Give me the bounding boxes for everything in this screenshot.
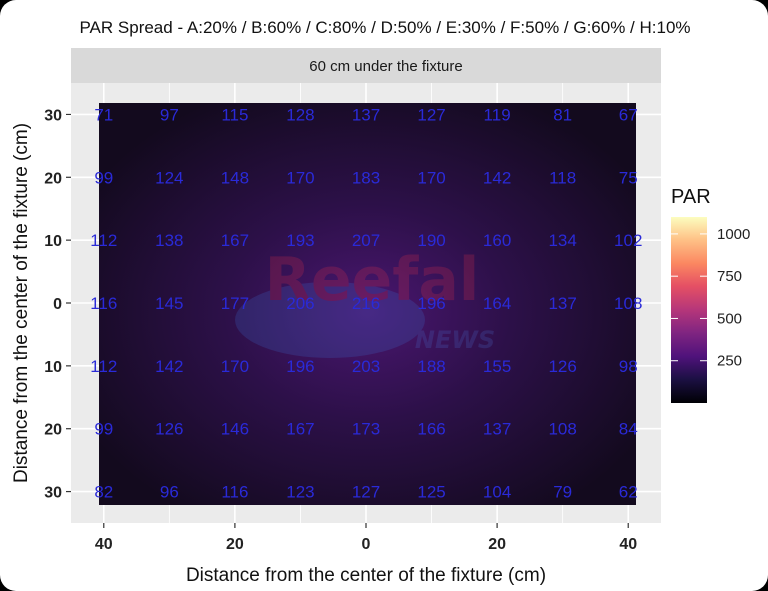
cell-value: 145 xyxy=(155,294,183,313)
cell-value: 97 xyxy=(160,105,179,124)
cell-value: 137 xyxy=(548,294,576,313)
cell-value: 79 xyxy=(553,483,572,502)
y-axis-title: Distance from the center of the fixture … xyxy=(11,123,32,483)
cell-value: 62 xyxy=(619,483,638,502)
x-tick-label: 20 xyxy=(226,536,244,553)
cell-value: 203 xyxy=(352,357,380,376)
cell-value: 104 xyxy=(483,483,511,502)
cell-value: 115 xyxy=(221,105,248,124)
cell-value: 124 xyxy=(155,168,183,187)
cell-value: 193 xyxy=(286,231,314,250)
cell-value: 71 xyxy=(94,105,113,124)
cell-value: 112 xyxy=(90,231,117,250)
cell-value: 125 xyxy=(417,483,445,502)
cell-value: 137 xyxy=(352,105,380,124)
cell-value: 75 xyxy=(619,168,638,187)
cell-value: 216 xyxy=(352,294,380,313)
cell-value: 126 xyxy=(155,420,183,439)
legend-tick-label: 250 xyxy=(717,353,742,370)
y-tick-label: 10 xyxy=(44,233,62,250)
cell-value: 183 xyxy=(352,168,380,187)
cell-value: 82 xyxy=(94,483,113,502)
y-tick-label: 10 xyxy=(44,359,62,376)
cell-value: 102 xyxy=(614,231,642,250)
cell-value: 142 xyxy=(483,168,511,187)
cell-value: 173 xyxy=(352,420,380,439)
cell-value: 118 xyxy=(549,168,576,187)
cell-value: 148 xyxy=(221,168,249,187)
cell-value: 207 xyxy=(352,231,380,250)
cell-value: 119 xyxy=(484,105,511,124)
y-tick-label: 20 xyxy=(44,422,62,439)
cell-value: 142 xyxy=(155,357,183,376)
cell-value: 138 xyxy=(155,231,183,250)
y-axis: 30 20 10 0 10 20 30 xyxy=(44,107,71,502)
x-tick-label: 40 xyxy=(619,536,637,553)
cell-value: 206 xyxy=(286,294,314,313)
cell-value: 190 xyxy=(417,231,445,250)
x-tick-label: 0 xyxy=(362,536,371,553)
cell-value: 126 xyxy=(548,357,576,376)
cell-value: 81 xyxy=(553,105,572,124)
cell-value: 98 xyxy=(619,357,638,376)
cell-value: 137 xyxy=(483,420,511,439)
cell-value: 146 xyxy=(221,420,249,439)
cell-value: 134 xyxy=(548,231,576,250)
watermark-subtext: NEWS xyxy=(415,326,495,354)
cell-value: 160 xyxy=(483,231,511,250)
legend-tick-label: 500 xyxy=(717,310,742,327)
cell-value: 196 xyxy=(417,294,445,313)
y-tick-label: 30 xyxy=(44,485,62,502)
cell-value: 170 xyxy=(417,168,445,187)
cell-value: 196 xyxy=(286,357,314,376)
cell-value: 170 xyxy=(221,357,249,376)
cell-value: 116 xyxy=(90,294,117,313)
cell-value: 167 xyxy=(221,231,249,250)
cell-value: 127 xyxy=(417,105,445,124)
facet-strip xyxy=(71,48,661,83)
x-axis: 40 20 0 20 40 xyxy=(95,523,637,553)
x-tick-label: 40 xyxy=(95,536,113,553)
cell-value: 164 xyxy=(483,294,511,313)
legend-ticks: 250 500 750 1000 xyxy=(671,226,750,370)
cell-value: 99 xyxy=(94,168,113,187)
watermark-swoosh xyxy=(235,282,425,358)
cell-value: 188 xyxy=(417,357,445,376)
cell-value: 116 xyxy=(221,483,248,502)
cell-labels: 82 96 116 123 127 125 104 79 62 99 126 146 167 173 166… xyxy=(90,105,642,501)
cell-value: 99 xyxy=(94,420,113,439)
cell-value: 84 xyxy=(619,420,638,439)
legend-tick-label: 750 xyxy=(717,268,742,285)
facet-label: 60 cm under the fixture xyxy=(309,58,462,75)
chart-title: PAR Spread - A:20% / B:60% / C:80% / D:5… xyxy=(79,18,690,37)
watermark-logo: Reefal xyxy=(265,245,480,315)
watermark: Reefal NEWS xyxy=(235,245,495,358)
cell-value: 155 xyxy=(483,357,511,376)
y-tick-label: 0 xyxy=(53,296,62,313)
heatmap-tiles xyxy=(99,103,636,505)
cell-value: 177 xyxy=(221,294,249,313)
y-tick-label: 30 xyxy=(44,107,62,124)
cell-value: 166 xyxy=(417,420,445,439)
x-axis-title: Distance from the center of the fixture … xyxy=(186,565,546,586)
cell-value: 167 xyxy=(286,420,314,439)
cell-value: 112 xyxy=(90,357,117,376)
cell-value: 127 xyxy=(352,483,380,502)
cell-value: 128 xyxy=(286,105,314,124)
cell-value: 108 xyxy=(614,294,642,313)
legend-tick-label: 1000 xyxy=(717,226,750,243)
y-tick-label: 20 xyxy=(44,170,62,187)
cell-value: 67 xyxy=(619,105,638,124)
cell-value: 170 xyxy=(286,168,314,187)
x-tick-label: 20 xyxy=(488,536,506,553)
legend-title: PAR xyxy=(671,186,711,208)
cell-value: 123 xyxy=(286,483,314,502)
cell-value: 96 xyxy=(160,483,179,502)
cell-value: 108 xyxy=(548,420,576,439)
legend-colorbar xyxy=(671,217,707,403)
